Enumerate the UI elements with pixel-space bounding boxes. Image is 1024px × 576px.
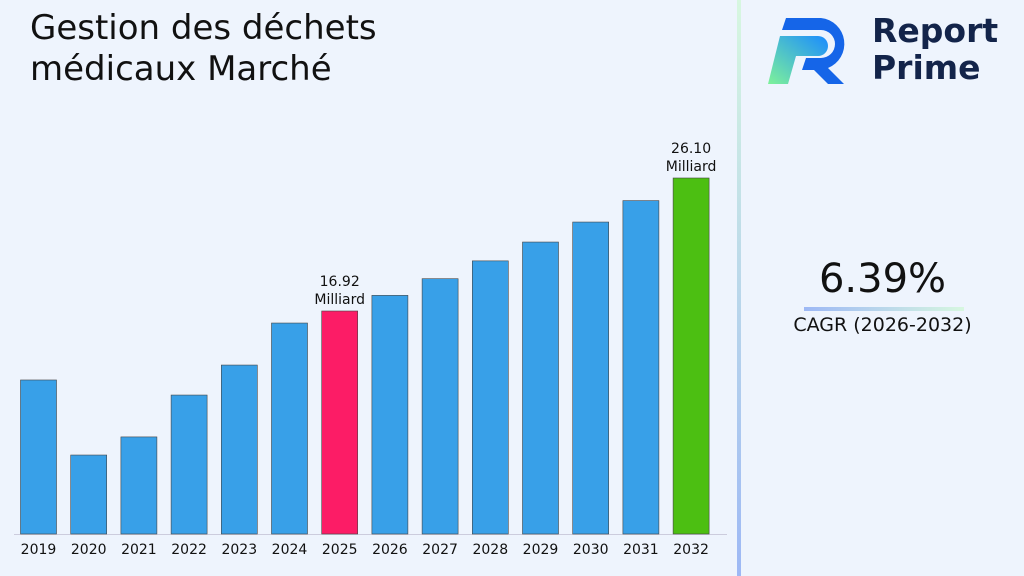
bar-2021 xyxy=(120,436,158,535)
x-tick-label: 2030 xyxy=(573,542,609,558)
cagr-value: 6.39% xyxy=(818,256,947,302)
x-tick-label: 2027 xyxy=(422,542,458,558)
data-label-unit: Milliard xyxy=(666,159,717,175)
x-tick-label: 2025 xyxy=(322,542,358,558)
brand-line1: Report xyxy=(872,11,999,50)
x-tick-label: 2021 xyxy=(121,542,157,558)
brand-name: Report Prime xyxy=(872,12,998,86)
x-tick-label: 2019 xyxy=(21,542,57,558)
bar-2031 xyxy=(622,200,660,535)
x-tick-label: 2032 xyxy=(673,542,709,558)
bar-2027 xyxy=(421,278,459,535)
bar-chart: 2019 2020 2021 2022 2023 2024 2025 16.92 Milliar… xyxy=(14,141,727,558)
bar-2022 xyxy=(170,394,208,535)
x-tick-label: 2024 xyxy=(272,542,308,558)
divider xyxy=(737,0,741,576)
bar-2030 xyxy=(572,221,610,535)
report-prime-logo-icon xyxy=(768,18,845,84)
bar-2025 xyxy=(321,310,359,535)
x-tick-label: 2028 xyxy=(472,542,508,558)
bar-2026 xyxy=(371,295,409,535)
page-title: Gestion des déchets médicaux Marché xyxy=(30,8,377,89)
data-label-unit: Milliard xyxy=(314,292,365,308)
cagr-label: CAGR (2026-2032) xyxy=(793,314,972,336)
x-tick-label: 2031 xyxy=(623,542,659,558)
bar-2019 xyxy=(20,379,57,535)
brand-line2: Prime xyxy=(872,48,981,87)
bar-2032 xyxy=(672,177,710,535)
bar-2028 xyxy=(471,260,509,535)
data-label-value: 26.10 xyxy=(671,141,711,157)
bar-2024 xyxy=(271,322,308,535)
x-tick-label: 2029 xyxy=(523,542,559,558)
x-tick-label: 2020 xyxy=(71,542,107,558)
x-tick-label: 2022 xyxy=(171,542,207,558)
bar-2020 xyxy=(70,454,107,535)
cagr-underline xyxy=(804,307,964,311)
data-label-value: 16.92 xyxy=(320,274,360,290)
x-tick-label: 2023 xyxy=(221,542,257,558)
bar-2023 xyxy=(221,364,258,535)
bar-2029 xyxy=(522,241,559,535)
x-tick-label: 2026 xyxy=(372,542,408,558)
